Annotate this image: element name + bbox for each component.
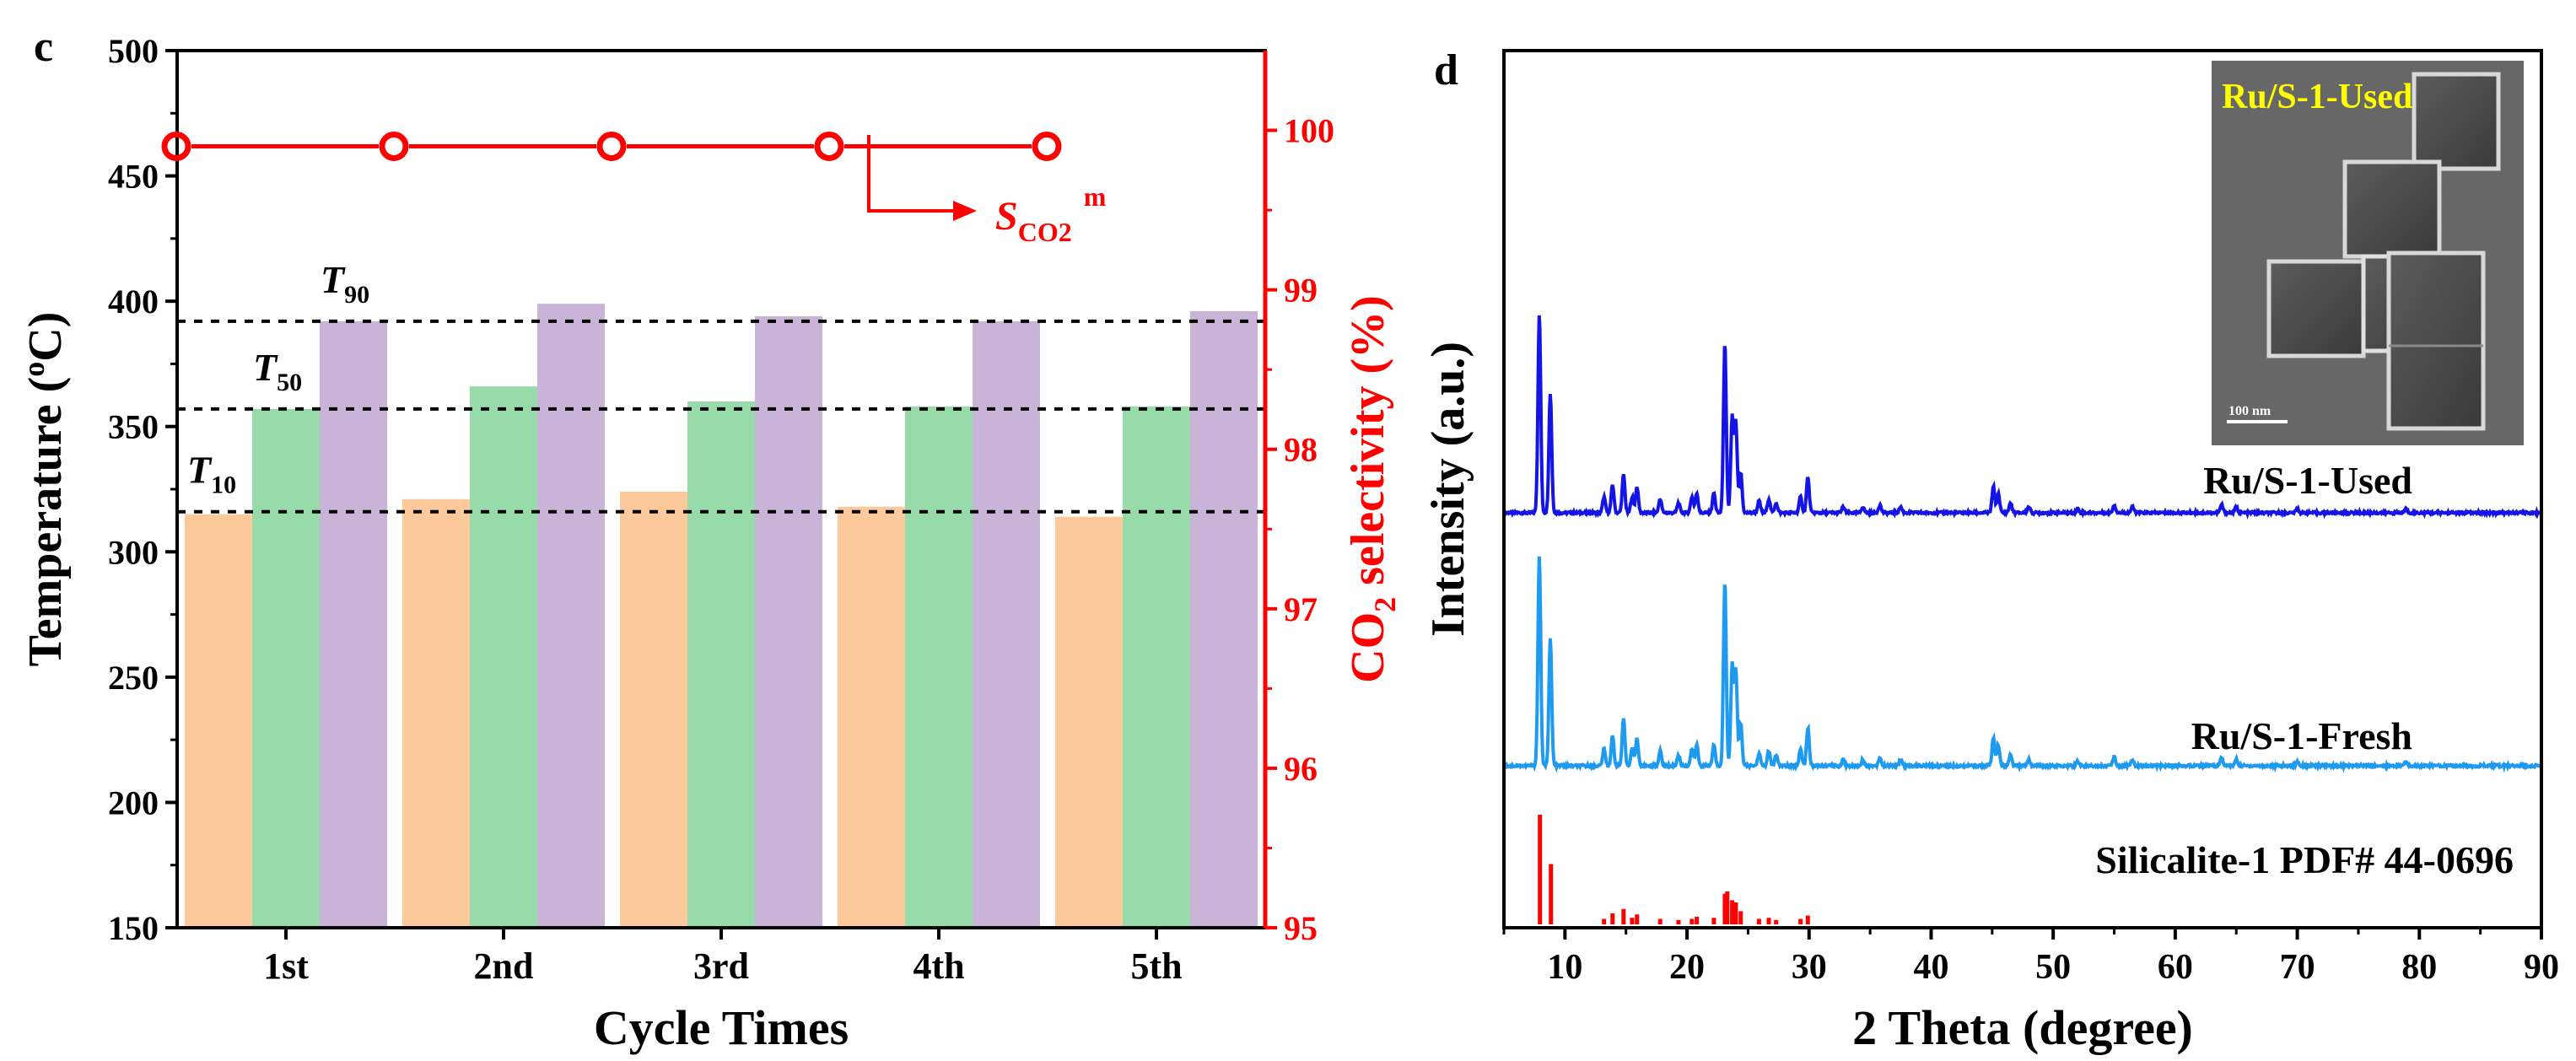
xtick-label-4th: 4th: [913, 945, 964, 987]
ytick-label-400: 400: [108, 283, 159, 320]
xtick-label-d-50: 50: [2035, 948, 2071, 987]
plot-frame-d: [1502, 49, 2543, 929]
y2tick-label-100: 100: [1284, 112, 1334, 150]
tem-inset: 100 nm Ru/S-1-Used: [2212, 61, 2524, 445]
trace-label-fresh: Ru/S-1-Fresh: [2191, 714, 2412, 757]
ytick-label-150: 150: [108, 909, 159, 947]
bar-t50-3rd: [687, 401, 755, 928]
xtick-label-d-60: 60: [2158, 948, 2193, 987]
panel-d: d 10 20 30 40 50 60 70 80 90 Ru/S-1-Used Ru/S-1-…: [1422, 46, 2559, 1055]
inset-label: Ru/S-1-Used: [2222, 78, 2412, 116]
bar-group: [185, 304, 1258, 929]
bar-t10-5th: [1055, 516, 1123, 928]
selectivity-arrow: [867, 135, 953, 213]
trace-ru-s-1-fresh: [1504, 556, 2541, 773]
y2tick-label-95: 95: [1284, 909, 1318, 947]
selectivity-marker-1st: [161, 131, 191, 161]
y2tick-label-99: 99: [1284, 272, 1318, 310]
ref-label-90: T90: [321, 258, 369, 309]
reference-lines: T10 T50 T90: [177, 258, 1265, 514]
bar-t10-4th: [838, 506, 905, 928]
xtick-label-d-40: 40: [1913, 948, 1948, 987]
panel-label-c: c: [34, 23, 53, 71]
xtick-label-3rd: 3rd: [693, 945, 749, 987]
ytick-label-450: 450: [108, 158, 159, 196]
bar-t10-1st: [185, 514, 252, 928]
scale-bar-label: 100 nm: [2228, 404, 2272, 418]
xtick-label-d-30: 30: [1792, 948, 1827, 987]
y2tick-label-97: 97: [1284, 590, 1318, 628]
y-axis-title-c: Temperature (oC): [17, 312, 72, 667]
selectivity-marker-3rd: [596, 131, 627, 161]
xtick-label-d-70: 70: [2280, 948, 2315, 987]
xtick-label-d-80: 80: [2401, 948, 2437, 987]
y2tick-label-98: 98: [1284, 431, 1318, 469]
y2tick-label-96: 96: [1284, 750, 1318, 788]
bar-t50-2nd: [470, 386, 537, 929]
trace-ru-s-1-used: [1504, 315, 2541, 520]
ytick-label-250: 250: [108, 659, 159, 697]
right-y-ticks: 95 96 97 98 99 100: [1265, 112, 1334, 947]
ytick-label-300: 300: [108, 533, 159, 571]
selectivity-marker-4th: [814, 131, 844, 161]
selectivity-annotation: SCO2m: [995, 181, 1107, 247]
ref-label-50: T50: [253, 346, 302, 396]
ref-label-10: T10: [187, 449, 236, 499]
xtick-label-d-90: 90: [2524, 948, 2559, 987]
arrow-head: [953, 201, 977, 221]
x-ticks-d: 10 20 30 40 50 60 70 80 90: [1502, 928, 2559, 987]
bar-t90-2nd: [537, 304, 605, 929]
xtick-label-d-10: 10: [1547, 948, 1582, 987]
bar-t90-4th: [973, 320, 1040, 928]
trace-label-pdf: Silicalite-1 PDF# 44-0696: [2095, 838, 2514, 881]
xrd-traces: [1504, 315, 2541, 924]
selectivity-marker-5th: [1032, 131, 1062, 161]
bar-t90-3rd: [755, 315, 822, 928]
bar-t50-1st: [252, 408, 320, 928]
panel-label-d: d: [1434, 46, 1458, 94]
bar-t90-1st: [320, 320, 387, 928]
ytick-label-500: 500: [108, 32, 159, 70]
x-ticks: 1st 2nd 3rd 4th 5th: [263, 928, 1183, 987]
trace-label-used: Ru/S-1-Used: [2203, 459, 2412, 502]
selectivity-marker-2nd: [379, 131, 409, 161]
xtick-label-5th: 5th: [1130, 945, 1182, 987]
bar-t50-4th: [905, 406, 973, 928]
bar-t50-5th: [1123, 406, 1190, 928]
ytick-label-350: 350: [108, 408, 159, 446]
bar-t90-5th: [1190, 311, 1258, 928]
secondary-axis-title: CO2 selectivity (%): [1342, 295, 1402, 683]
xtick-label-2nd: 2nd: [474, 945, 534, 987]
bar-t10-2nd: [402, 498, 470, 928]
x-axis-title-d: 2 Theta (degree): [1852, 1000, 2193, 1055]
ytick-label-200: 200: [108, 784, 159, 821]
xtick-label-d-20: 20: [1669, 948, 1705, 987]
selectivity-series: [161, 131, 1062, 161]
xtick-label-1st: 1st: [263, 945, 309, 987]
y-axis-title-d: Intensity (a.u.): [1422, 342, 1474, 637]
left-y-ticks: 150 200 250 300 350 400 450 500: [108, 32, 177, 947]
bar-t10-3rd: [620, 491, 687, 928]
x-axis-title-c: Cycle Times: [594, 1000, 849, 1055]
